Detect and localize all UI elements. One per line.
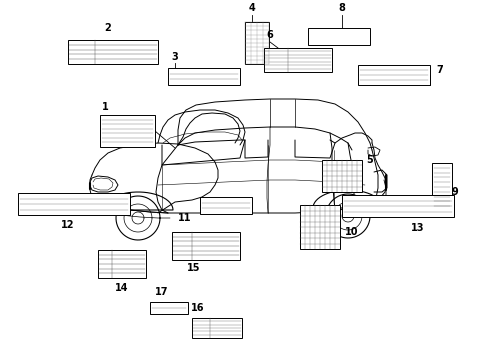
- FancyBboxPatch shape: [192, 318, 242, 338]
- Text: 13: 13: [411, 223, 425, 233]
- FancyBboxPatch shape: [358, 65, 430, 85]
- Text: 16: 16: [191, 303, 205, 313]
- FancyBboxPatch shape: [18, 193, 130, 215]
- FancyBboxPatch shape: [342, 195, 454, 217]
- Text: 14: 14: [115, 283, 129, 293]
- Text: 17: 17: [155, 287, 169, 297]
- Text: 6: 6: [267, 30, 273, 40]
- FancyBboxPatch shape: [98, 250, 146, 278]
- FancyBboxPatch shape: [68, 40, 158, 64]
- FancyBboxPatch shape: [245, 22, 269, 64]
- FancyBboxPatch shape: [308, 28, 370, 45]
- FancyBboxPatch shape: [300, 205, 340, 249]
- FancyBboxPatch shape: [168, 68, 240, 85]
- Text: 3: 3: [172, 52, 178, 62]
- Text: 11: 11: [178, 213, 192, 223]
- Text: 1: 1: [101, 102, 108, 112]
- Text: 10: 10: [345, 227, 359, 237]
- FancyBboxPatch shape: [322, 160, 362, 192]
- Text: 8: 8: [339, 3, 345, 13]
- FancyBboxPatch shape: [150, 302, 188, 314]
- Text: 2: 2: [105, 23, 111, 33]
- FancyBboxPatch shape: [200, 197, 252, 214]
- Text: 5: 5: [367, 155, 373, 165]
- Text: 12: 12: [61, 220, 75, 230]
- Text: 7: 7: [437, 65, 443, 75]
- FancyBboxPatch shape: [100, 115, 155, 147]
- FancyBboxPatch shape: [172, 232, 240, 260]
- FancyBboxPatch shape: [432, 163, 452, 211]
- Text: 4: 4: [248, 3, 255, 13]
- FancyBboxPatch shape: [264, 48, 332, 72]
- Text: 15: 15: [187, 263, 201, 273]
- Text: 9: 9: [452, 187, 458, 197]
